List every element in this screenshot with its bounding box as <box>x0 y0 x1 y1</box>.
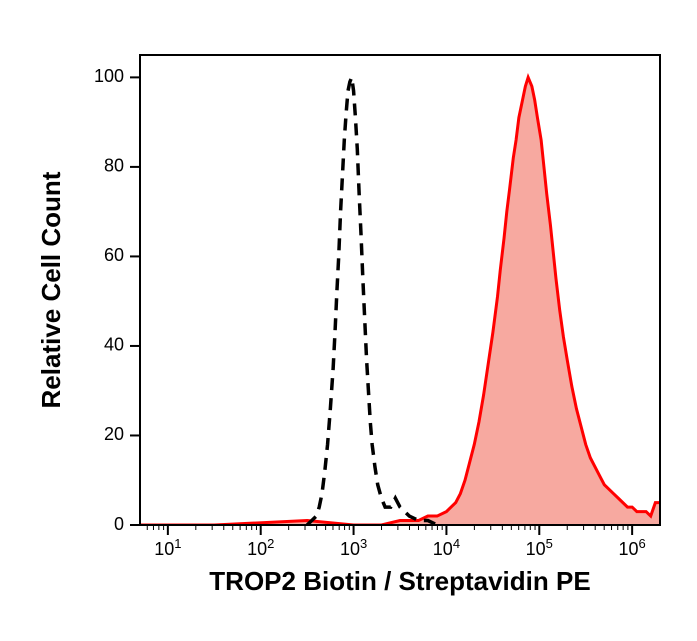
y-tick-label: 40 <box>104 335 124 355</box>
y-axis-label: Relative Cell Count <box>36 171 66 408</box>
x-tick-label: 105 <box>526 536 553 560</box>
y-tick-label: 80 <box>104 156 124 176</box>
x-tick-label: 104 <box>433 536 460 560</box>
chart-svg: 0 20 40 60 80 100 101 102 103 104 105 106 Relative C… <box>0 0 697 641</box>
y-tick-label: 100 <box>94 66 124 86</box>
y-tick-label: 20 <box>104 424 124 444</box>
x-tick-label: 101 <box>154 536 181 560</box>
x-axis-label: TROP2 Biotin / Streptavidin PE <box>209 566 590 596</box>
flow-cytometry-histogram: 0 20 40 60 80 100 101 102 103 104 105 106 Relative C… <box>0 0 697 641</box>
y-tick-label: 0 <box>114 514 124 534</box>
y-tick-label: 60 <box>104 245 124 265</box>
x-tick-label: 106 <box>619 536 646 560</box>
x-tick-label: 102 <box>247 536 274 560</box>
x-tick-label: 103 <box>340 536 367 560</box>
